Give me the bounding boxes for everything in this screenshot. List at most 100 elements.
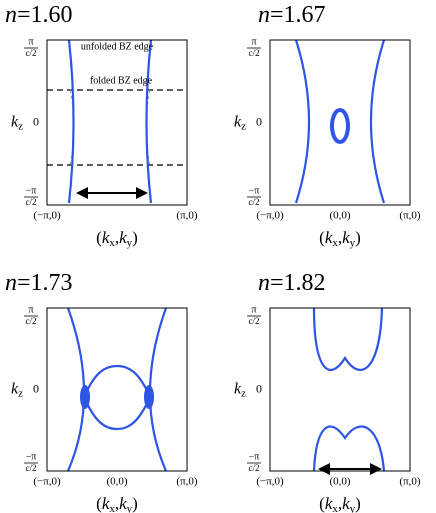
y-tick-num: −π <box>26 185 37 196</box>
plot-frame <box>269 39 411 206</box>
x-label-part: x <box>109 503 115 513</box>
y-label-sub: z <box>241 387 246 399</box>
x-tick-label: (−π,0) <box>33 476 61 488</box>
title-var: n <box>5 2 17 28</box>
y-label-sub: z <box>18 387 23 399</box>
x-label-part: y <box>350 503 356 513</box>
y-tick-den: c/2 <box>249 48 260 58</box>
y-tick-den: c/2 <box>26 463 37 473</box>
x-label-part: ( <box>96 228 102 247</box>
x-label-part: k <box>325 228 333 247</box>
x-tick-label: (π,0) <box>176 476 197 488</box>
x-label-part: y <box>127 503 133 513</box>
y-axis-label: kz <box>234 113 246 132</box>
plot-frame <box>46 39 188 206</box>
crossing <box>80 385 90 409</box>
y-tick-num: π <box>251 304 256 315</box>
plot-frame <box>269 307 411 472</box>
title-value: =1.82 <box>270 270 326 296</box>
y-tick-den: c/2 <box>249 197 260 207</box>
x-label-part: ( <box>319 494 325 513</box>
y-label-base: k <box>11 380 19 397</box>
curve <box>145 39 153 204</box>
title-value: =1.67 <box>270 2 326 28</box>
y-tick-label: 0 <box>33 114 39 128</box>
x-label-part: , <box>338 494 342 513</box>
x-label-part: x <box>332 503 338 513</box>
x-label-part: k <box>102 228 110 247</box>
x-label-part: y <box>350 237 356 249</box>
y-tick-label: 0 <box>256 381 262 395</box>
x-label-part: ( <box>319 228 325 247</box>
title-var: n <box>258 2 270 28</box>
x-tick-label: (π,0) <box>399 476 420 488</box>
panel-title: n=1.67 <box>258 2 326 28</box>
y-tick-den: c/2 <box>26 316 37 326</box>
x-label-part: k <box>342 494 350 513</box>
x-label-part: k <box>102 494 110 513</box>
x-label-part: k <box>119 228 127 247</box>
annotation: unfolded BZ edge <box>81 41 154 52</box>
y-label-base: k <box>234 380 242 397</box>
x-label-part: y <box>127 237 133 249</box>
x-label-part: k <box>325 494 333 513</box>
y-tick-den: c/2 <box>249 316 260 326</box>
y-label-base: k <box>11 113 19 130</box>
panel-title: n=1.60 <box>5 2 73 28</box>
x-tick-label: (π,0) <box>399 210 420 222</box>
plot-frame <box>46 307 188 472</box>
x-tick-label: (−π,0) <box>256 476 284 488</box>
curve <box>294 39 311 204</box>
y-tick-num: π <box>28 304 33 315</box>
x-label-part: k <box>119 494 127 513</box>
x-tick-label: (0,0) <box>106 476 127 488</box>
x-label-part: , <box>115 494 119 513</box>
lens <box>82 364 152 431</box>
fermi-surface <box>294 39 386 204</box>
y-tick-label: 0 <box>256 114 262 128</box>
x-label-part: x <box>332 237 338 249</box>
panel-title: n=1.73 <box>5 270 73 296</box>
title-var: n <box>5 270 17 296</box>
y-tick-num: −π <box>26 451 37 462</box>
y-axis-label: kz <box>11 113 23 132</box>
y-label-base: k <box>234 113 242 130</box>
title-value: =1.73 <box>17 270 73 296</box>
y-tick-num: π <box>251 36 256 47</box>
y-label-sub: z <box>241 120 246 132</box>
x-label-part: k <box>342 228 350 247</box>
x-tick-label: (0,0) <box>329 476 350 488</box>
y-tick-den: c/2 <box>26 197 37 207</box>
x-tick-label: (π,0) <box>176 210 197 222</box>
annotation: folded BZ edge <box>90 75 153 86</box>
x-axis-label: (kx,ky) <box>319 228 361 249</box>
panel-title: n=1.82 <box>258 270 326 296</box>
fermi-surface <box>66 307 168 472</box>
title-value: =1.60 <box>17 2 73 28</box>
y-tick-num: −π <box>249 451 260 462</box>
x-label-part: , <box>115 228 119 247</box>
x-label-part: ) <box>132 228 138 247</box>
x-axis-label: (kx,ky) <box>319 494 361 513</box>
crossing <box>144 385 154 409</box>
band <box>312 425 386 472</box>
x-tick-label: (−π,0) <box>33 210 61 222</box>
y-tick-label: 0 <box>33 381 39 395</box>
x-label-part: x <box>109 237 115 249</box>
fermi-surface <box>47 39 187 204</box>
y-tick-num: −π <box>249 185 260 196</box>
title-var: n <box>258 270 270 296</box>
y-label-sub: z <box>18 120 23 132</box>
x-axis-label: (kx,ky) <box>96 494 138 513</box>
band <box>312 307 384 371</box>
fermi-surface <box>312 307 386 475</box>
y-axis-label: kz <box>11 380 23 399</box>
x-tick-label: (0,0) <box>329 210 350 222</box>
x-axis-label: (kx,ky) <box>96 228 138 249</box>
y-axis-label: kz <box>234 380 246 399</box>
x-label-part: ) <box>132 494 138 513</box>
pocket <box>330 108 350 144</box>
y-tick-num: π <box>28 36 33 47</box>
x-tick-label: (−π,0) <box>256 210 284 222</box>
